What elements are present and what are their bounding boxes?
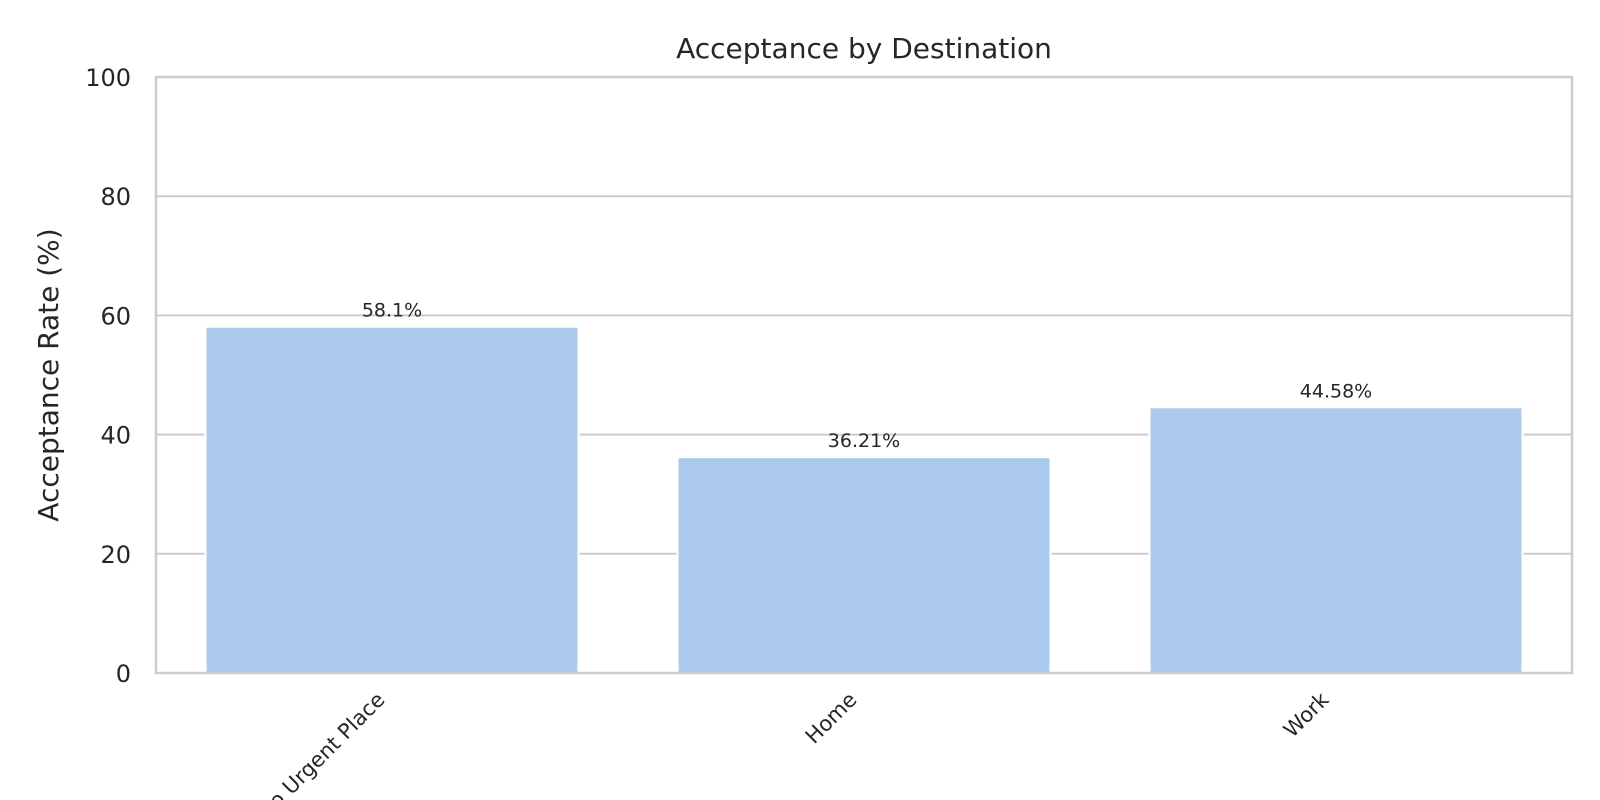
y-tick-label: 0: [116, 660, 131, 688]
bars: [204, 325, 1524, 674]
chart-title: Acceptance by Destination: [676, 32, 1052, 65]
bar-data-label: 58.1%: [362, 300, 422, 322]
bar: [676, 456, 1052, 674]
y-tick-label: 40: [100, 422, 131, 450]
y-axis-ticks: 0 20 40 60 80 100: [85, 64, 131, 688]
bar-data-label: 44.58%: [1300, 380, 1372, 402]
data-labels: 58.1% 36.21% 44.58%: [362, 300, 1372, 452]
y-tick-label: 60: [100, 302, 131, 330]
plot-frame: [154, 75, 1574, 675]
y-axis-title: Acceptance Rate (%): [32, 228, 65, 521]
y-tick-label: 100: [85, 64, 131, 92]
y-tick-label: 20: [100, 541, 131, 569]
bar: [1148, 406, 1524, 674]
bar-data-label: 36.21%: [828, 430, 900, 452]
y-tick-label: 80: [100, 183, 131, 211]
bar: [204, 325, 580, 674]
